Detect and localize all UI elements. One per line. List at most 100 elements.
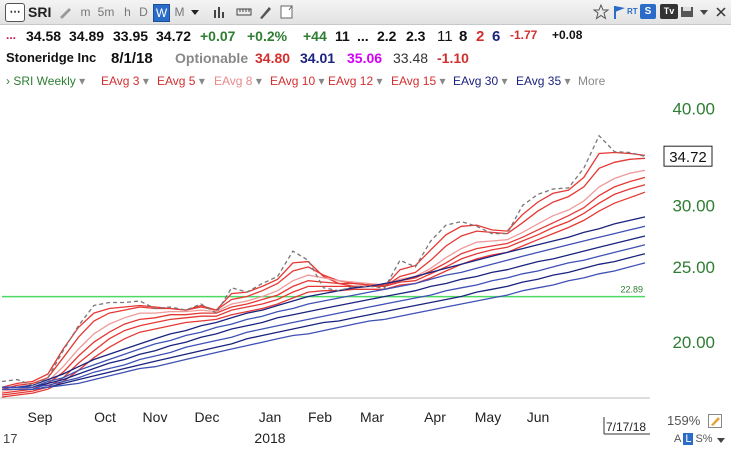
x-tick-label: Dec [195,409,220,425]
quote-value-9: 6 [492,28,501,45]
price-chart[interactable]: 22.89 40.00 30.00 25.00 20.00 34.72 Sep Oct Nov D… [0,92,731,451]
legend-eavg-3[interactable]: EAvg 3 ▾ [101,74,149,88]
quote-change: +0.07 [200,28,236,44]
flag-icon[interactable] [612,4,628,20]
quote-value-7: 8 [459,28,468,45]
legend-eavg-35[interactable]: EAvg 35 ▾ [516,74,571,88]
period-5m[interactable]: 5m [97,5,115,19]
period-d[interactable]: D [139,5,148,19]
info-value-3: 35.06 [347,50,383,66]
quote-value-5: 2.3 [406,28,426,44]
ruler-icon[interactable] [236,4,252,20]
optionable-label: Optionable [175,50,249,66]
quote-change-pct: +0.2% [247,28,288,44]
draw-pencil-icon[interactable] [257,4,273,20]
legend-sri-weekly[interactable]: › SRI Weekly ▾ [6,74,86,88]
series-line-8 [2,225,646,388]
quote-bar: ... 34.58 34.89 33.95 34.72 +0.07 +0.2% … [0,25,731,47]
x-tick-label: Sep [28,409,53,425]
legend-eavg-30[interactable]: EAvg 30 ▾ [453,74,508,88]
y-tick-label: 25.00 [672,258,715,277]
quote-value-10: -1.77 [510,28,538,42]
x-tick-label: Mar [360,409,384,425]
period-month[interactable]: M [174,5,185,19]
quote-value-8: 2 [476,28,485,45]
info-bar: Stoneridge Inc 8/1/18 Optionable 34.80 3… [0,47,731,69]
legend-eavg-5[interactable]: EAvg 5 ▾ [157,74,205,88]
quote-value-6: 11 [437,28,453,45]
legend-eavg-8[interactable]: EAvg 8 ▾ [214,74,262,88]
series-line-2 [1,157,646,390]
legend-eavg-12[interactable]: EAvg 12 ▾ [328,74,383,88]
current-price-box [663,145,713,167]
date-label: 7/17/18 [606,420,646,434]
series-line-4 [1,176,646,394]
info-value-2: 34.01 [300,50,336,66]
info-value-1: 34.80 [255,50,291,66]
series-line-11 [2,253,646,390]
info-value-5: -1.10 [437,50,469,66]
chevron-down-icon[interactable] [190,4,200,20]
indicator-legend: › SRI Weekly ▾ EAvg 3 ▾ EAvg 5 ▾ EAvg 8 … [0,70,731,92]
legend-more[interactable]: More [578,74,606,88]
x-left-edge-label: 17 [3,431,17,446]
chevron-down-icon[interactable] [716,436,726,444]
note-icon[interactable] [278,4,294,20]
legend-chevron-icon: › [6,74,14,88]
horizontal-line-label: 22.89 [620,285,643,295]
period-m[interactable]: m [80,5,91,19]
series-line-3 [1,169,646,392]
toolbar: ⋯ SRI m 5m h D W M RT S Tv [0,0,731,25]
current-price-label: 34.72 [669,149,707,166]
x-tick-label: Jan [259,409,282,425]
quote-date: 8/1/18 [111,50,153,67]
close-icon[interactable] [713,4,729,20]
company-name: Stoneridge Inc [6,50,97,65]
edit-icon[interactable] [708,414,722,428]
quote-high: 34.89 [69,28,105,44]
y-tick-label: 40.00 [672,99,715,118]
quote-value-1: +44 [303,28,327,44]
scale-toggles: A L S% [674,433,713,445]
x-tick-label: May [475,409,501,425]
pencil-icon[interactable] [58,4,74,20]
series-line-6 [1,191,646,398]
quote-open: 34.58 [26,28,62,44]
y-tick-label: 30.00 [672,196,715,215]
zoom-level[interactable]: 159% [667,413,701,428]
rt-badge-icon[interactable]: RT [627,7,638,16]
scale-log-toggle[interactable]: L [683,433,694,445]
ticker-symbol[interactable]: SRI [28,4,52,20]
quote-dots[interactable]: ... [6,28,17,42]
x-tick-label: Feb [308,409,332,425]
period-w[interactable]: W [153,4,170,22]
series-line-5 [1,184,646,396]
ticker-box-icon[interactable]: ⋯ [5,3,25,22]
star-icon[interactable] [593,4,609,20]
x-tick-label: Oct [94,409,116,425]
info-value-4: 33.48 [393,50,429,66]
series-line-12 [2,262,646,390]
settings-icon[interactable] [696,4,712,20]
series-line-7 [2,216,646,388]
save-icon[interactable] [679,4,695,20]
quote-close: 34.72 [156,28,192,44]
s-badge-icon[interactable]: S [640,4,656,19]
price-line [1,134,646,387]
series-line-1 [1,151,646,388]
scale-arithmetic-toggle[interactable]: A [674,433,682,445]
series-line-10 [2,244,646,388]
legend-eavg-10[interactable]: EAvg 10 ▾ [270,74,325,88]
quote-value-2: 11 [335,28,350,44]
chart-background [0,92,731,451]
quote-value-4: 2.2 [377,28,397,44]
period-h[interactable]: h [124,5,131,19]
x-tick-label: Apr [424,409,446,425]
series-line-9 [2,235,646,388]
tv-badge-icon[interactable]: Tv [660,4,678,19]
x-year-label: 2018 [254,430,285,446]
legend-eavg-15[interactable]: EAvg 15 ▾ [391,74,446,88]
quote-value-3: ... [357,28,369,44]
bar-chart-icon[interactable] [212,4,228,20]
scale-s-toggle[interactable]: S% [695,433,713,445]
